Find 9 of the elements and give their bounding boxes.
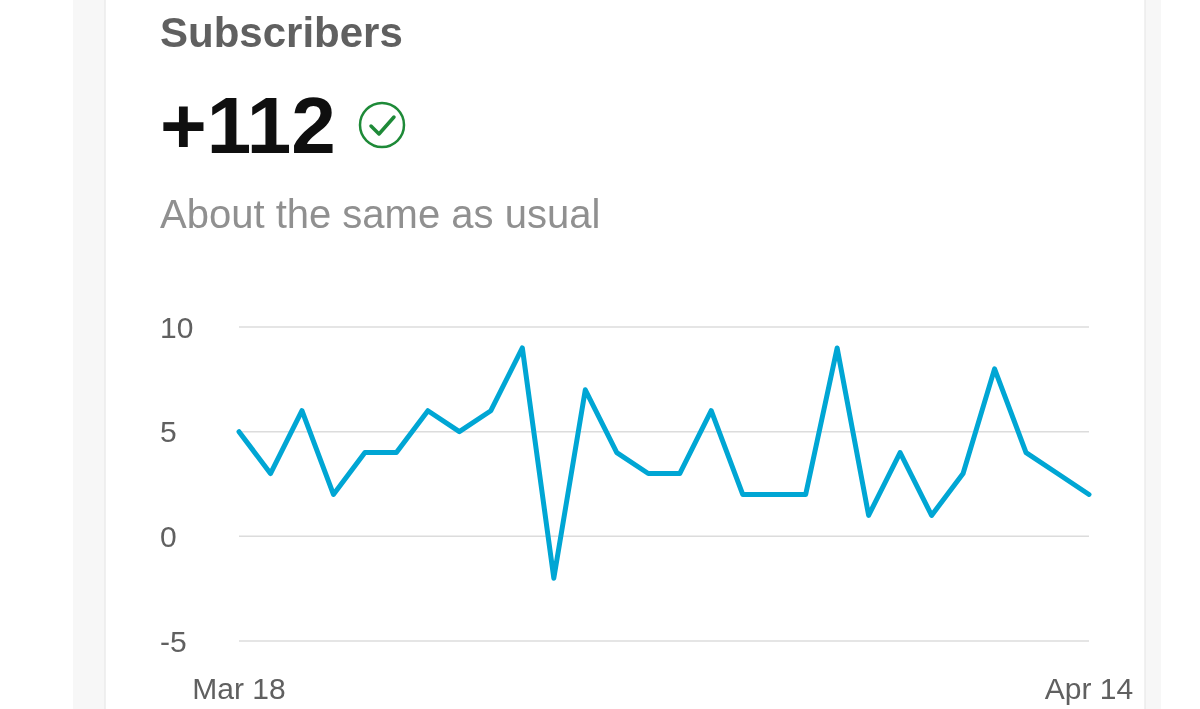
chart-subtitle: About the same as usual [160, 192, 601, 236]
y-tick-label: 10 [160, 310, 194, 344]
x-tick-label: Apr 14 [1044, 672, 1134, 705]
y-tick-label: 0 [160, 519, 177, 553]
text: +112 [160, 81, 336, 170]
y-tick-label: -5 [160, 624, 187, 658]
y-tick-label: 5 [160, 415, 177, 449]
chart-title: Subscribers [160, 9, 403, 56]
x-tick-label: Mar 18 [192, 672, 286, 705]
